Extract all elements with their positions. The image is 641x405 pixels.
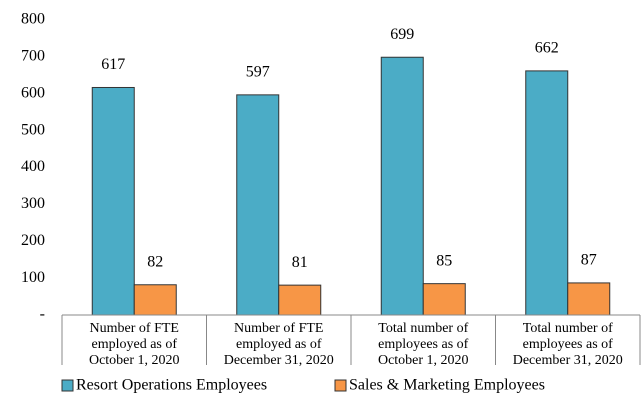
x-tick-label-line: October 1, 2020 [89, 353, 180, 368]
data-label: 662 [535, 40, 559, 57]
bar [133, 284, 177, 316]
x-tick-label-line: December 31, 2020 [224, 353, 334, 368]
data-label: 597 [246, 64, 270, 81]
x-tick-label: Total number of employees as of December 3… [513, 321, 623, 368]
bar [236, 94, 280, 316]
data-label: 699 [390, 26, 414, 43]
x-tick-label-line: employed as of [236, 337, 322, 352]
x-tick-label-line: employees as of [378, 337, 469, 352]
x-tick-label-line: Total number of [378, 321, 468, 336]
x-tick-label-line: October 1, 2020 [378, 353, 469, 368]
y-tick-label: 600 [21, 84, 45, 101]
y-tick-label: 300 [21, 195, 45, 212]
x-tick-label-line: December 31, 2020 [513, 353, 623, 368]
x-tick-label: Total number of employees as of October 1,… [378, 321, 469, 368]
data-label: 617 [101, 56, 125, 73]
data-label: 85 [436, 252, 452, 269]
y-tick-label: 200 [21, 232, 45, 249]
bar [422, 283, 466, 316]
x-tick-label: Number of FTE employed as of December 31, … [224, 321, 334, 368]
x-tick-label-line: employed as of [91, 337, 177, 352]
legend-label: Sales & Marketing Employees [349, 377, 545, 394]
bar [278, 284, 322, 316]
data-label: 81 [292, 254, 308, 271]
y-tick-label: 400 [21, 158, 45, 175]
data-label: 82 [147, 253, 163, 270]
x-tick-label-line: Total number of [523, 321, 613, 336]
y-tick-label: 800 [21, 11, 45, 28]
bar [525, 70, 569, 316]
y-tick-label: 100 [21, 269, 45, 286]
x-tick-label-line: Number of FTE [234, 321, 323, 336]
legend-label: Resort Operations Employees [76, 377, 267, 394]
x-tick-label: Number of FTE employed as of October 1, 20… [89, 321, 180, 368]
legend-swatch [61, 379, 74, 392]
x-tick-label-line: Number of FTE [90, 321, 179, 336]
y-tick-label: 700 [21, 48, 45, 65]
bar [380, 56, 424, 316]
y-tick-label: 500 [21, 121, 45, 138]
x-tick-label-line: employees as of [523, 337, 614, 352]
bar [567, 282, 611, 316]
y-tick-label: - [40, 306, 45, 323]
legend-swatch [334, 379, 347, 392]
data-label: 87 [581, 252, 597, 269]
bar [91, 86, 135, 316]
